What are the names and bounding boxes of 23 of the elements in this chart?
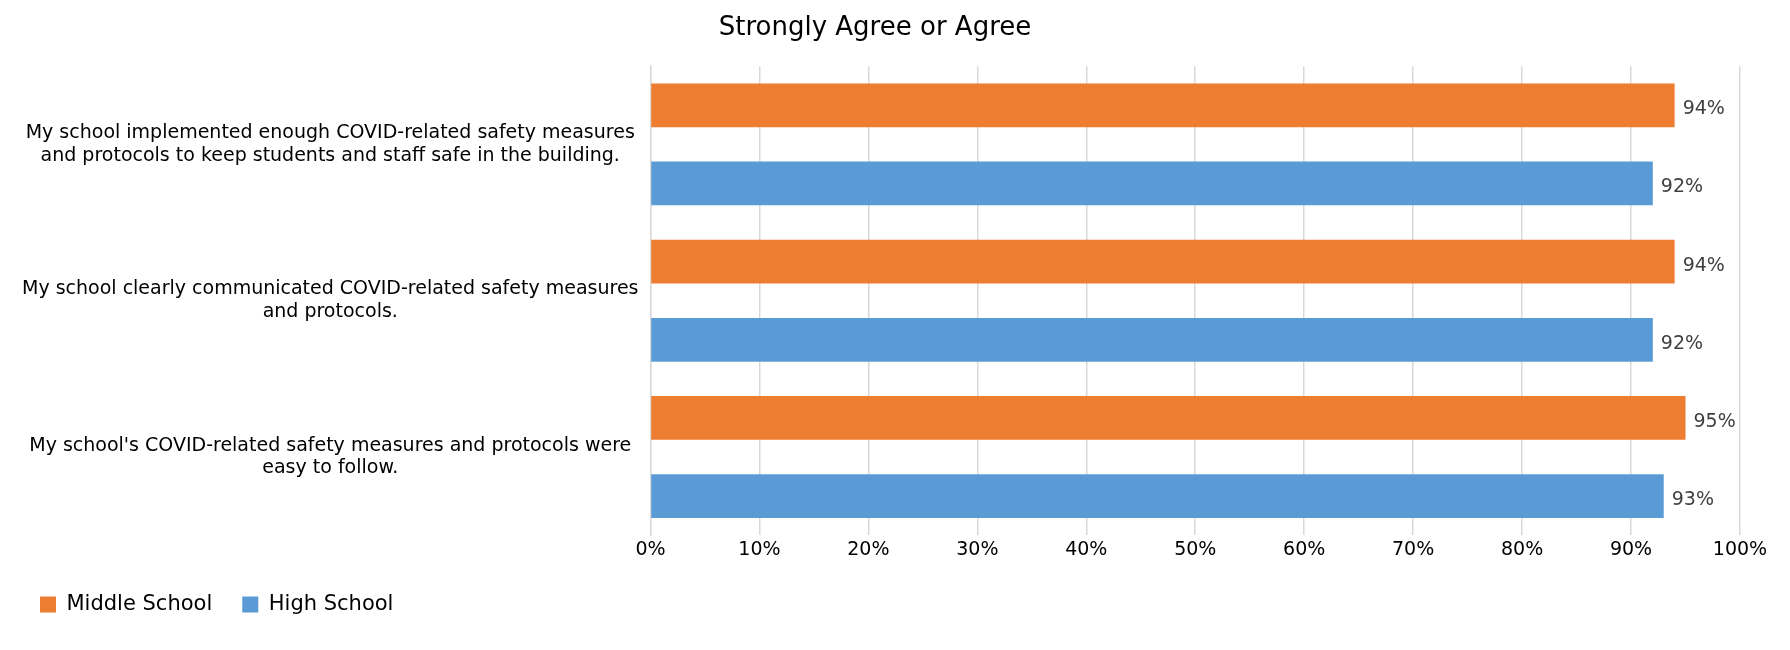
data-label: 93% — [1671, 487, 1714, 510]
data-label: 95% — [1693, 408, 1736, 431]
data-label: 94% — [1682, 96, 1725, 119]
x-tick-label: 50% — [1174, 536, 1217, 559]
x-tick-label: 100% — [1712, 536, 1768, 559]
legend-label: Middle School — [66, 590, 213, 615]
x-tick-label: 0% — [635, 536, 666, 559]
y-tick-label: My school implemented enough COVID-related safety measures and protocols to keep students and staff safe in the building. — [25, 119, 635, 165]
x-tick-label: 70% — [1392, 536, 1435, 559]
legend-label: High School — [268, 590, 394, 615]
data-label: 92% — [1660, 330, 1704, 353]
x-tick-label: 30% — [956, 536, 999, 559]
x-tick-label: 60% — [1283, 536, 1326, 559]
x-tick-label: 20% — [847, 536, 890, 559]
x-tick-label: 90% — [1609, 536, 1653, 559]
x-tick-label: 80% — [1500, 536, 1544, 559]
data-label: 94% — [1682, 252, 1725, 275]
chart-title: Strongly Agree or Agree — [718, 11, 1032, 42]
x-tick-label: 40% — [1065, 536, 1108, 559]
data-label: 92% — [1660, 174, 1704, 197]
x-tick-label: 10% — [738, 536, 781, 559]
y-tick-label: My school clearly communicated COVID-related safety measures and protocols. — [22, 276, 639, 322]
y-tick-label: My school's COVID-related safety measures and protocols were easy to follow. — [29, 432, 632, 478]
